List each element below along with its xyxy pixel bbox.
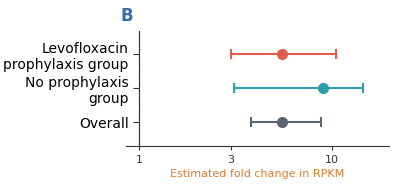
Text: B: B xyxy=(120,7,133,25)
X-axis label: Estimated fold change in RPKM: Estimated fold change in RPKM xyxy=(170,169,345,179)
